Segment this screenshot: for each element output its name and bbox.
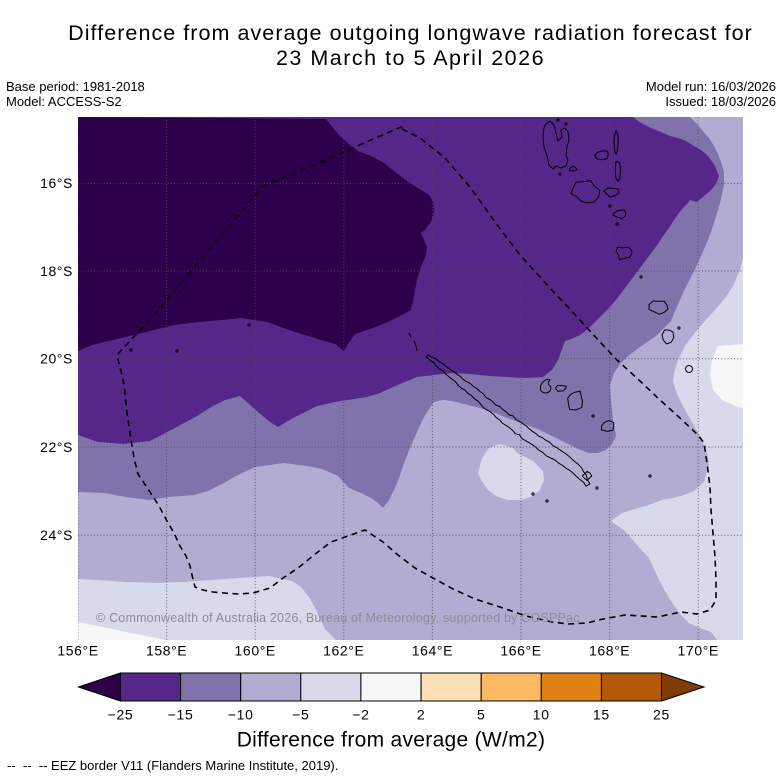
svg-text:25: 25 xyxy=(653,707,670,723)
svg-text:16°S: 16°S xyxy=(40,175,73,191)
svg-text:18°S: 18°S xyxy=(40,263,73,279)
svg-text:24°S: 24°S xyxy=(40,527,73,543)
svg-text:−25: −25 xyxy=(108,707,134,723)
svg-text:158°E: 158°E xyxy=(146,643,187,659)
svg-text:168°E: 168°E xyxy=(589,643,630,659)
svg-text:162°E: 162°E xyxy=(323,643,364,659)
svg-text:20°S: 20°S xyxy=(40,351,73,367)
svg-text:10: 10 xyxy=(533,707,550,723)
svg-text:156°E: 156°E xyxy=(57,643,98,659)
svg-text:22°S: 22°S xyxy=(40,439,73,455)
svg-text:160°E: 160°E xyxy=(235,643,276,659)
svg-text:2: 2 xyxy=(417,707,426,723)
svg-text:15: 15 xyxy=(593,707,610,723)
svg-text:166°E: 166°E xyxy=(500,643,541,659)
svg-text:5: 5 xyxy=(477,707,486,723)
svg-text:170°E: 170°E xyxy=(678,643,719,659)
svg-text:−15: −15 xyxy=(168,707,194,723)
svg-text:© Commonwealth of Australia 20: © Commonwealth of Australia 2026, Bureau… xyxy=(96,611,580,625)
svg-text:−5: −5 xyxy=(292,707,309,723)
svg-text:164°E: 164°E xyxy=(412,643,453,659)
svg-text:−10: −10 xyxy=(228,707,254,723)
svg-text:Difference from average (W/m2): Difference from average (W/m2) xyxy=(237,729,546,752)
svg-text:−2: −2 xyxy=(352,707,369,723)
